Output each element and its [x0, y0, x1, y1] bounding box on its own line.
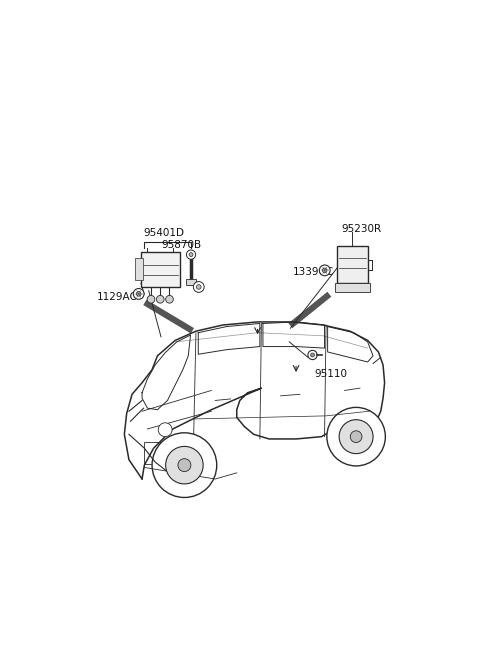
Text: 95870B: 95870B	[162, 240, 202, 250]
Circle shape	[186, 250, 196, 259]
Circle shape	[350, 431, 362, 443]
Text: 95110: 95110	[314, 369, 347, 379]
Circle shape	[158, 422, 172, 437]
Text: 1339CC: 1339CC	[292, 267, 334, 276]
Circle shape	[152, 433, 217, 498]
Circle shape	[133, 288, 144, 299]
Bar	[144, 442, 181, 464]
Text: 95230R: 95230R	[342, 224, 382, 234]
Circle shape	[136, 291, 141, 296]
Circle shape	[323, 268, 327, 272]
Circle shape	[319, 265, 330, 276]
Text: 1129AC: 1129AC	[96, 292, 137, 302]
Circle shape	[166, 295, 173, 303]
Bar	[141, 252, 180, 287]
Bar	[186, 279, 196, 286]
Circle shape	[156, 295, 164, 303]
Circle shape	[311, 353, 314, 357]
Circle shape	[308, 350, 317, 360]
Bar	[135, 259, 143, 280]
Circle shape	[327, 407, 385, 466]
Circle shape	[339, 420, 373, 454]
Text: 95401D: 95401D	[144, 229, 184, 238]
Circle shape	[166, 447, 203, 484]
Bar	[337, 246, 368, 283]
Circle shape	[178, 458, 191, 472]
Circle shape	[189, 253, 193, 257]
Bar	[335, 283, 370, 292]
Circle shape	[147, 295, 155, 303]
Circle shape	[196, 285, 201, 290]
Circle shape	[193, 282, 204, 292]
